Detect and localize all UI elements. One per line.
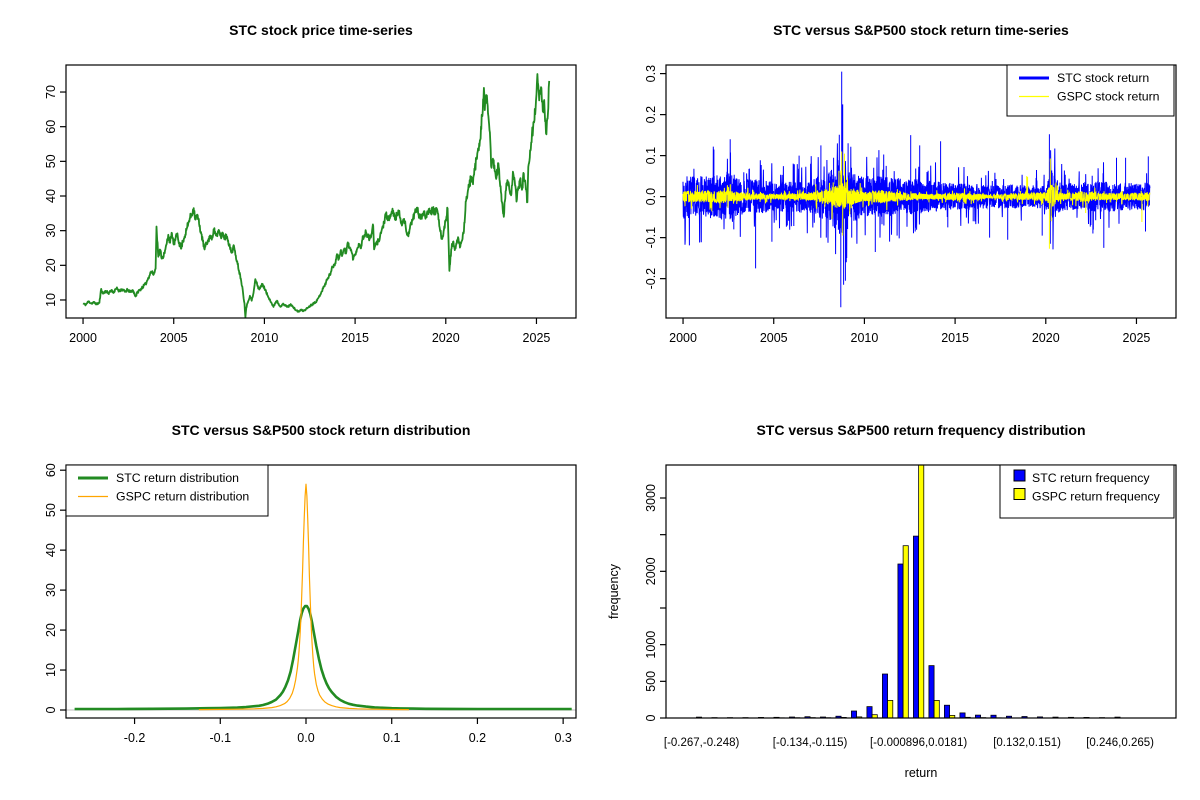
svg-text:-0.2: -0.2 — [124, 731, 146, 745]
svg-text:GSPC return distribution: GSPC return distribution — [116, 490, 249, 504]
svg-text:0.3: 0.3 — [644, 65, 658, 82]
svg-text:STC return distribution: STC return distribution — [116, 471, 239, 485]
svg-text:2000: 2000 — [69, 331, 97, 345]
svg-text:2005: 2005 — [760, 331, 788, 345]
svg-text:0.1: 0.1 — [644, 147, 658, 164]
svg-text:2015: 2015 — [941, 331, 969, 345]
stc-price-chart-panel: 2000 2005 2010 2015 2020 2025 10 20 30 40 50 60 70 S… — [0, 0, 600, 400]
svg-text:[-0.134,-0.115): [-0.134,-0.115) — [773, 737, 848, 749]
return-frequency-panel: [-0.267,-0.248) [-0.134,-0.115) [-0.000896… — [600, 400, 1200, 800]
svg-text:20: 20 — [44, 623, 58, 637]
svg-text:-0.1: -0.1 — [210, 731, 232, 745]
return-frequency-plot: [-0.267,-0.248) [-0.134,-0.115) [-0.000896… — [607, 464, 1177, 780]
svg-text:-0.2: -0.2 — [644, 268, 658, 290]
svg-text:0.1: 0.1 — [383, 731, 400, 745]
svg-text:30: 30 — [44, 583, 58, 597]
svg-text:2000: 2000 — [669, 331, 697, 345]
svg-text:0.0: 0.0 — [644, 188, 658, 205]
svg-text:3000: 3000 — [644, 484, 658, 512]
svg-text:frequency: frequency — [607, 563, 621, 619]
stock-return-timeseries-panel: 2000 2005 2010 2015 2020 2025 -0.2 -0.1 0.0 0.1 0.… — [600, 0, 1200, 400]
svg-text:[-0.267,-0.248): [-0.267,-0.248) — [664, 737, 740, 749]
svg-text:20: 20 — [44, 258, 58, 272]
return-distribution-plot: -0.2 -0.1 0.0 0.1 0.2 0.3 0 10 20 30 40 50 60 STC ret… — [44, 463, 577, 745]
svg-text:2005: 2005 — [160, 331, 188, 345]
svg-text:10: 10 — [44, 293, 58, 307]
svg-text:60: 60 — [44, 463, 58, 477]
svg-text:0.0: 0.0 — [297, 731, 314, 745]
svg-text:STC return frequency: STC return frequency — [1032, 471, 1150, 485]
svg-text:0: 0 — [44, 706, 58, 713]
stc-price-chart-title: STC stock price time-series — [229, 22, 413, 38]
svg-text:60: 60 — [44, 120, 58, 134]
svg-text:-0.1: -0.1 — [644, 227, 658, 249]
svg-text:500: 500 — [644, 671, 658, 692]
svg-text:50: 50 — [44, 503, 58, 517]
return-distribution-title: STC versus S&P500 stock return distribut… — [171, 422, 471, 438]
svg-text:2010: 2010 — [851, 331, 879, 345]
svg-text:2010: 2010 — [251, 331, 279, 345]
svg-text:30: 30 — [44, 224, 58, 238]
svg-text:2015: 2015 — [341, 331, 369, 345]
svg-text:50: 50 — [44, 154, 58, 168]
svg-text:0.2: 0.2 — [469, 731, 486, 745]
svg-text:70: 70 — [44, 85, 58, 99]
svg-text:[0.246,0.265): [0.246,0.265) — [1086, 737, 1154, 749]
svg-text:2020: 2020 — [432, 331, 460, 345]
svg-text:40: 40 — [44, 189, 58, 203]
return-distribution-panel: -0.2 -0.1 0.0 0.1 0.2 0.3 0 10 20 30 40 50 60 STC ret… — [0, 400, 600, 800]
svg-text:2025: 2025 — [1123, 331, 1151, 345]
svg-text:0: 0 — [644, 714, 658, 721]
svg-text:2020: 2020 — [1032, 331, 1060, 345]
svg-text:[-0.000896,0.0181): [-0.000896,0.0181) — [870, 737, 967, 749]
return-frequency-title: STC versus S&P500 return frequency distr… — [756, 422, 1086, 438]
svg-text:return: return — [905, 766, 938, 780]
stock-return-timeseries-plot: 2000 2005 2010 2015 2020 2025 -0.2 -0.1 0.0 0.1 0.… — [644, 64, 1177, 345]
svg-text:2000: 2000 — [644, 557, 658, 585]
svg-text:STC stock return: STC stock return — [1057, 71, 1149, 85]
stock-return-timeseries-title: STC versus S&P500 stock return time-seri… — [773, 22, 1069, 38]
svg-text:GSPC return frequency: GSPC return frequency — [1032, 490, 1161, 504]
svg-text:GSPC stock return: GSPC stock return — [1057, 90, 1160, 104]
stc-price-plot: 2000 2005 2010 2015 2020 2025 10 20 30 40 50 60 70 — [44, 64, 577, 345]
svg-text:1000: 1000 — [644, 631, 658, 659]
svg-text:[0.132,0.151): [0.132,0.151) — [993, 737, 1061, 749]
svg-text:2025: 2025 — [523, 331, 551, 345]
svg-text:40: 40 — [44, 543, 58, 557]
svg-text:0.3: 0.3 — [554, 731, 571, 745]
svg-text:10: 10 — [44, 663, 58, 677]
svg-text:0.2: 0.2 — [644, 106, 658, 123]
